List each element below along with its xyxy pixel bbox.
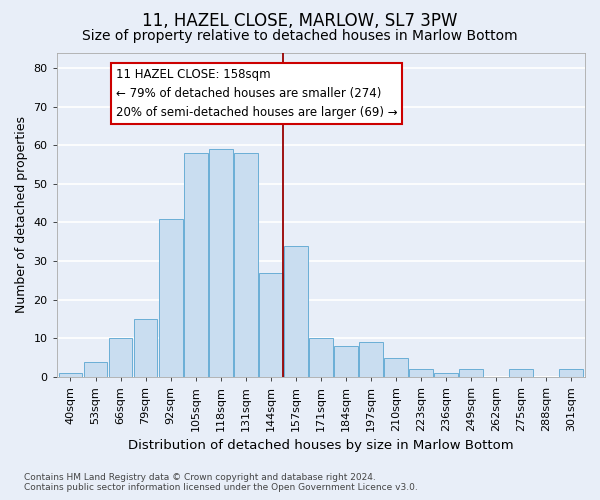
Bar [134,319,157,377]
Bar [334,346,358,377]
Bar [434,373,458,377]
Bar [184,153,208,377]
Bar [234,153,257,377]
Bar [109,338,133,377]
Bar [509,370,533,377]
Bar [209,149,233,377]
Bar [259,272,283,377]
Bar [559,370,583,377]
Text: Size of property relative to detached houses in Marlow Bottom: Size of property relative to detached ho… [82,29,518,43]
Text: 11 HAZEL CLOSE: 158sqm
← 79% of detached houses are smaller (274)
20% of semi-de: 11 HAZEL CLOSE: 158sqm ← 79% of detached… [116,68,397,119]
Bar [409,370,433,377]
Bar [83,362,107,377]
Text: Contains HM Land Registry data © Crown copyright and database right 2024.
Contai: Contains HM Land Registry data © Crown c… [24,473,418,492]
X-axis label: Distribution of detached houses by size in Marlow Bottom: Distribution of detached houses by size … [128,440,514,452]
Text: 11, HAZEL CLOSE, MARLOW, SL7 3PW: 11, HAZEL CLOSE, MARLOW, SL7 3PW [142,12,458,30]
Bar [59,373,82,377]
Bar [459,370,483,377]
Bar [309,338,333,377]
Bar [284,246,308,377]
Bar [159,218,182,377]
Bar [384,358,408,377]
Y-axis label: Number of detached properties: Number of detached properties [15,116,28,314]
Bar [359,342,383,377]
